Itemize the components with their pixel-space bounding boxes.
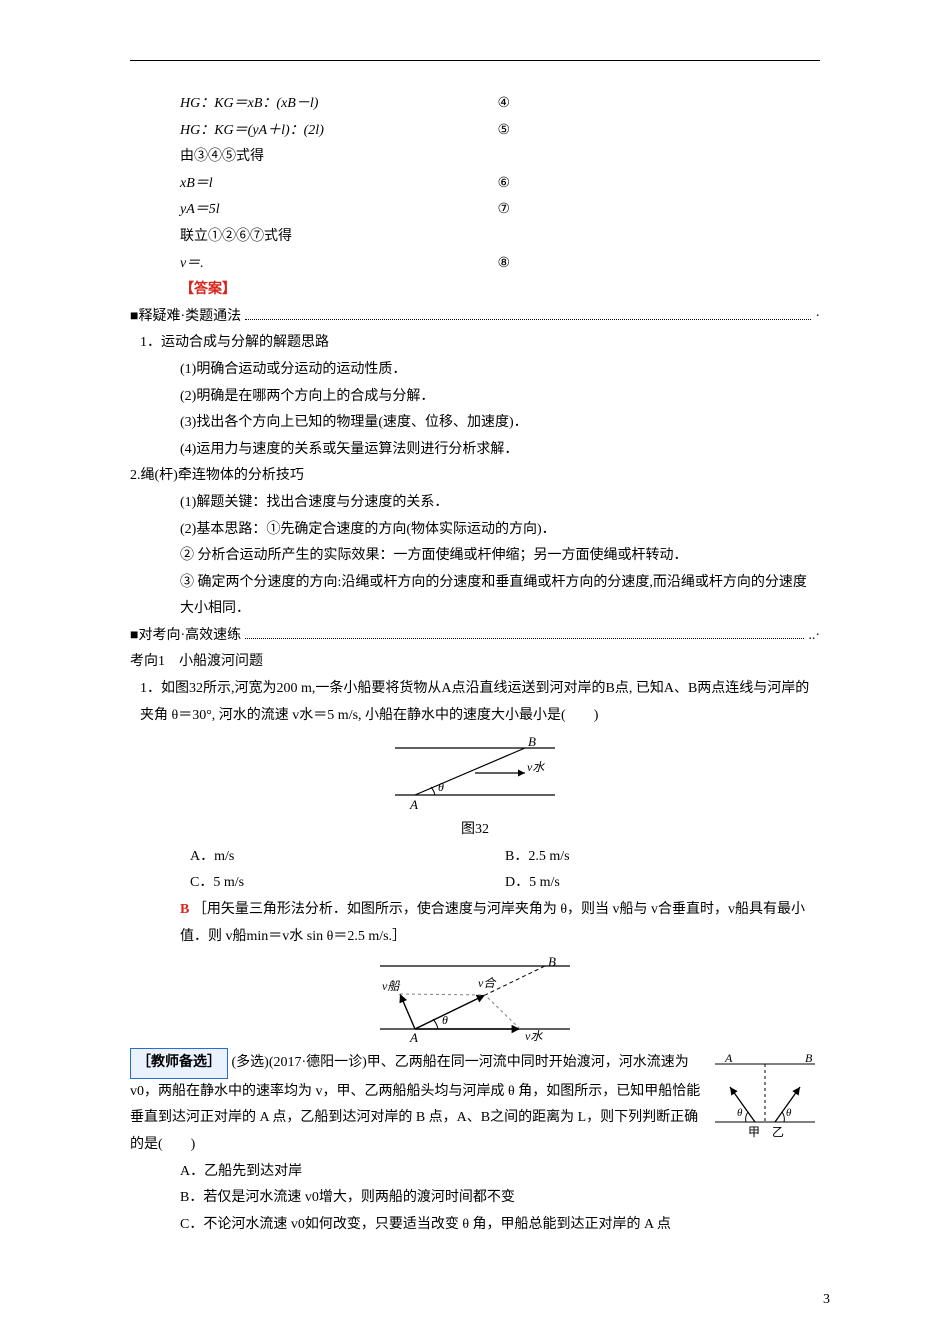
figt-yi: 乙 [772, 1125, 784, 1139]
teacher-box-text: 教师备选 [151, 1055, 207, 1070]
dot-leader [245, 309, 811, 320]
figure-32: A B θ v水 [130, 733, 820, 813]
teacher-optA: A．乙船先到达对岸 [130, 1159, 820, 1186]
eq5-left: HG：KG＝(yA＋l)：(2l) [180, 118, 324, 145]
q1-optB: B．2.5 m/s [505, 844, 820, 871]
shiyi-i4: (4)运用力与速度的关系或矢量运算法则进行分析求解． [130, 437, 820, 464]
shiyi-h1: 1．运动合成与分解的解题思路 [130, 330, 820, 357]
kaoxiang-line: 考向1 小船渡河问题 [130, 649, 820, 676]
equation-from1267: 联立①②⑥⑦式得 [130, 224, 820, 251]
teacher-optC: C．不论河水流速 v0如何改变，只要适当改变 θ 角，甲船总能到达正对岸的 A … [130, 1212, 820, 1239]
eq6-left: xB＝l [180, 171, 213, 198]
eq7-num: ⑦ [497, 197, 820, 224]
teacher-block: A B θ θ 甲 乙 ［教师备选］ (多选)(2017·德阳一诊)甲、乙两船在… [130, 1048, 820, 1158]
top-rule [130, 60, 820, 61]
q1-optD: D．5 m/s [505, 870, 820, 897]
equation-5: HG：KG＝(yA＋l)：(2l) ⑤ [130, 118, 820, 145]
teacher-box: ［教师备选］ [130, 1048, 228, 1079]
figex-vshui: v水 [525, 1029, 543, 1043]
from1267-text: 联立①②⑥⑦式得 [180, 224, 292, 251]
q1-stem: 1．如图32所示,河宽为200 m,一条小船要将货物从A点沿直线运送到河对岸的B… [130, 676, 820, 729]
shiyi-j1: (1)解题关键：找出合速度与分速度的关系． [130, 490, 820, 517]
figt-theta1: θ [737, 1107, 743, 1119]
q1-optA: A．m/s [190, 844, 505, 871]
shiyi-i2: (2)明确是在哪两个方向上的合成与分解． [130, 384, 820, 411]
figex-theta: θ [442, 1013, 448, 1027]
fig32-A: A [409, 797, 418, 812]
figex-A: A [409, 1030, 418, 1044]
eq4-left: HG：KG＝xB：(xB－l) [180, 91, 318, 118]
section-shiyinan: ■释疑难·类题通法 · [130, 304, 820, 331]
from345-text: 由③④⑤式得 [180, 144, 264, 171]
equation-from345: 由③④⑤式得 [130, 144, 820, 171]
shiyi-h2: 2.绳(杆)牵连物体的分析技巧 [130, 463, 820, 490]
section-kaoxiang-tail: ..· [808, 623, 820, 650]
eq8-left: v＝. [180, 251, 204, 278]
equation-6: xB＝l ⑥ [130, 171, 820, 198]
equation-7: yA＝5l ⑦ [130, 197, 820, 224]
shiyi-i1: (1)明确合运动或分运动的运动性质． [130, 357, 820, 384]
teacher-optB: B．若仅是河水流速 v0增大，则两船的渡河时间都不变 [130, 1185, 820, 1212]
eq6-num: ⑥ [497, 171, 820, 198]
figt-theta2: θ [786, 1107, 792, 1119]
q1-explain: ［用矢量三角形法分析．如图所示，使合速度与河岸夹角为 θ，则当 v船与 v合垂直… [180, 902, 805, 944]
figt-B: B [805, 1052, 813, 1065]
q1-answer-letter: B [180, 902, 189, 917]
figt-A: A [724, 1052, 733, 1065]
q1-options-row1: A．m/s B．2.5 m/s [130, 844, 820, 871]
section-shiyinan-tail: · [815, 304, 820, 331]
section-shiyinan-title: ■释疑难·类题通法 [130, 304, 241, 331]
figure-explain: A B θ v船 v合 v水 [130, 954, 820, 1044]
figex-vhe: v合 [478, 976, 497, 990]
fig32-vshui: v水 [527, 760, 545, 774]
figt-jia: 甲 [748, 1125, 760, 1139]
fig32-B: B [528, 734, 536, 749]
shiyi-j3: ② 分析合运动所产生的实际效果：一方面使绳或杆伸缩；另一方面使绳或杆转动． [130, 543, 820, 570]
fig32-theta: θ [438, 780, 444, 794]
equation-4: HG：KG＝xB：(xB－l) ④ [130, 91, 820, 118]
equation-8: v＝. ⑧ [130, 251, 820, 278]
fig32-label: 图32 [130, 817, 820, 844]
eq7-left: yA＝5l [180, 197, 220, 224]
figex-vchuan: v船 [382, 979, 400, 993]
page-number: 3 [823, 1287, 830, 1314]
figex-B: B [548, 954, 556, 969]
shiyi-j4: ③ 确定两个分速度的方向:沿绳或杆方向的分速度和垂直绳或杆方向的分速度,而沿绳或… [130, 570, 820, 623]
dot-leader-2 [245, 628, 804, 639]
eq8-num: ⑧ [497, 251, 820, 278]
q1-options-row2: C．5 m/s D．5 m/s [130, 870, 820, 897]
shiyi-i3: (3)找出各个方向上已知的物理量(速度、位移、加速度)． [130, 410, 820, 437]
section-kaoxiang-title: ■对考向·高效速练 [130, 623, 241, 650]
section-kaoxiang: ■对考向·高效速练 ..· [130, 623, 820, 650]
q1-answer: B ［用矢量三角形法分析．如图所示，使合速度与河岸夹角为 θ，则当 v船与 v合… [130, 897, 820, 950]
figure-teacher: A B θ θ 甲 乙 [710, 1048, 820, 1146]
answer-label: 【答案】 [130, 277, 820, 304]
eq5-num: ⑤ [497, 118, 820, 145]
shiyi-j2: (2)基本思路：①先确定合速度的方向(物体实际运动的方向)． [130, 517, 820, 544]
eq4-num: ④ [497, 91, 820, 118]
q1-optC: C．5 m/s [190, 870, 505, 897]
